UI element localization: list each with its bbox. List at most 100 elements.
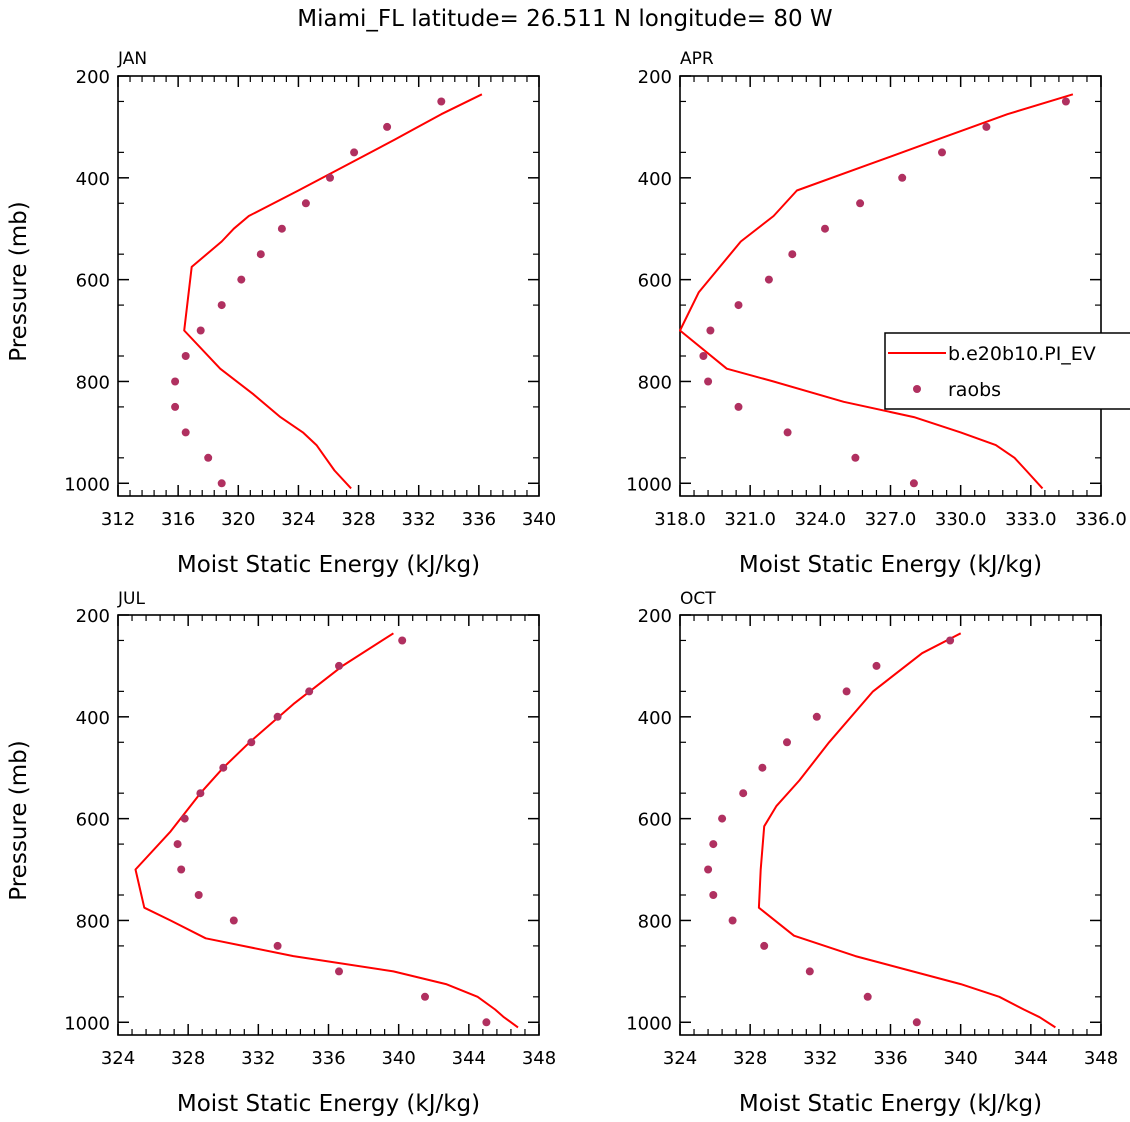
plot-area-jul: 324 328 332 336 340 344 348 200 400 600 800 1000 [64, 606, 556, 1069]
raobs-point-apr [734, 301, 743, 310]
x-tick-label: 336 [311, 1048, 345, 1069]
raobs-point-jan [217, 479, 226, 488]
raobs-point-oct [758, 763, 767, 772]
raobs-point-oct [912, 1018, 921, 1027]
raobs-point-oct [739, 789, 748, 798]
model-profile-line-jul [134, 632, 519, 1029]
x-tick-label: 324 [663, 1048, 697, 1069]
raobs-point-jan [383, 122, 392, 131]
model-profile-line-jan [183, 93, 483, 490]
raobs-point-oct [842, 687, 851, 696]
x-tick-label: 328 [733, 1048, 767, 1069]
model-profile-line-oct [757, 632, 1056, 1029]
x-tick-label: 332 [402, 509, 436, 530]
raobs-point-jan [350, 148, 359, 157]
raobs-point-oct [709, 891, 718, 899]
raobs-point-jan [437, 97, 446, 106]
y-tick-label: 800 [638, 911, 672, 932]
raobs-point-jul [273, 712, 282, 721]
x-axis-label-apr: Moist Static Energy (kJ/kg) [739, 552, 1042, 578]
x-tick-label: 336 [462, 509, 496, 530]
raobs-point-apr [704, 377, 713, 386]
x-tick-label: 336 [873, 1048, 907, 1069]
raobs-point-jul [482, 1018, 491, 1027]
raobs-point-apr [856, 199, 865, 208]
raobs-point-jan [237, 275, 246, 284]
raobs-point-jul [177, 865, 186, 874]
raobs-point-jul [335, 967, 343, 976]
raobs-point-jul [335, 661, 343, 670]
x-tick-label: 340 [943, 1048, 977, 1069]
raobs-point-jul [219, 763, 228, 772]
plot-frame-apr [679, 75, 1102, 497]
x-tick-label: 340 [522, 509, 556, 530]
y-axis-label-jul: Pressure (mb) [6, 740, 32, 900]
y-tick-label: 200 [76, 67, 110, 88]
y-tick-label: 200 [638, 67, 672, 88]
raobs-point-jul [247, 738, 256, 747]
y-tick-label: 600 [638, 810, 672, 831]
raobs-point-apr [706, 326, 715, 335]
plot-area-oct: 324 328 332 336 340 344 348 200 400 600 800 1000 [626, 606, 1118, 1069]
raobs-point-jul [173, 840, 182, 849]
raobs-point-jul [229, 916, 238, 925]
raobs-point-jul [273, 941, 282, 950]
legend-label-model: b.e20b10.PI_EV [948, 343, 1096, 365]
x-tick-label: 318.0 [654, 509, 706, 530]
raobs-point-apr [699, 352, 708, 360]
raobs-point-apr [909, 479, 918, 488]
x-axis-label-oct: Moist Static Energy (kJ/kg) [739, 1091, 1042, 1117]
raobs-point-jul [305, 687, 314, 696]
raobs-point-oct [812, 712, 821, 721]
panel-title-jan: JAN [117, 49, 147, 69]
raobs-point-oct [863, 992, 872, 1001]
raobs-point-apr [821, 224, 829, 233]
raobs-point-apr [788, 250, 797, 259]
panel-title-oct: OCT [680, 589, 716, 609]
legend-label-obs: raobs [948, 379, 1001, 401]
x-tick-label: 321.0 [724, 509, 776, 530]
model-profile-line-apr [679, 93, 1074, 490]
raobs-point-oct [728, 916, 737, 925]
raobs-point-oct [805, 967, 814, 976]
raobs-point-apr [851, 453, 860, 462]
raobs-point-apr [734, 402, 743, 411]
legend-dot-swatch [913, 385, 921, 393]
raobs-point-oct [709, 840, 718, 849]
raobs-point-jan [256, 250, 265, 259]
raobs-point-apr [938, 148, 946, 157]
y-tick-label: 800 [76, 911, 110, 932]
x-tick-label: 327.0 [865, 509, 917, 530]
raobs-point-jul [398, 636, 407, 645]
y-tick-label: 1000 [626, 474, 672, 495]
y-tick-label: 1000 [64, 1013, 110, 1034]
raobs-point-jul [421, 992, 429, 1001]
raobs-point-jan [171, 402, 180, 411]
x-tick-label: 324 [101, 1048, 135, 1069]
legend: b.e20b10.PI_EV raobs [884, 332, 1130, 410]
x-tick-label: 316 [161, 509, 195, 530]
panel-title-apr: APR [680, 49, 714, 69]
x-tick-label: 328 [171, 1048, 205, 1069]
x-tick-label: 348 [1084, 1048, 1118, 1069]
x-tick-label: 328 [341, 509, 375, 530]
raobs-point-jan [196, 326, 205, 335]
y-tick-label: 1000 [626, 1013, 672, 1034]
raobs-point-oct [946, 636, 955, 645]
y-tick-label: 800 [638, 372, 672, 393]
plot-frame-jan [117, 75, 540, 497]
plot-area-apr: 318.0 321.0 324.0 327.0 330.0 333.0 336.0 200 40… [626, 67, 1127, 530]
x-axis-label-jul: Moist Static Energy (kJ/kg) [177, 1091, 480, 1117]
y-tick-label: 400 [76, 169, 110, 190]
raobs-point-apr [764, 275, 773, 284]
raobs-point-apr [1061, 97, 1070, 106]
x-tick-label: 333.0 [1005, 509, 1057, 530]
y-tick-label: 400 [76, 708, 110, 729]
x-tick-label: 320 [221, 509, 255, 530]
raobs-point-apr [898, 173, 907, 182]
panel-oct: OCT Moist Static Energy (kJ/kg) 324 328 33… [626, 589, 1118, 1117]
panel-jan: JAN Moist Static Energy (kJ/kg) Pressure… [6, 49, 556, 578]
y-tick-label: 200 [76, 606, 110, 627]
plot-area-jan: 312 316 320 324 328 332 336 340 200 400 600 800 1000 [64, 67, 556, 530]
